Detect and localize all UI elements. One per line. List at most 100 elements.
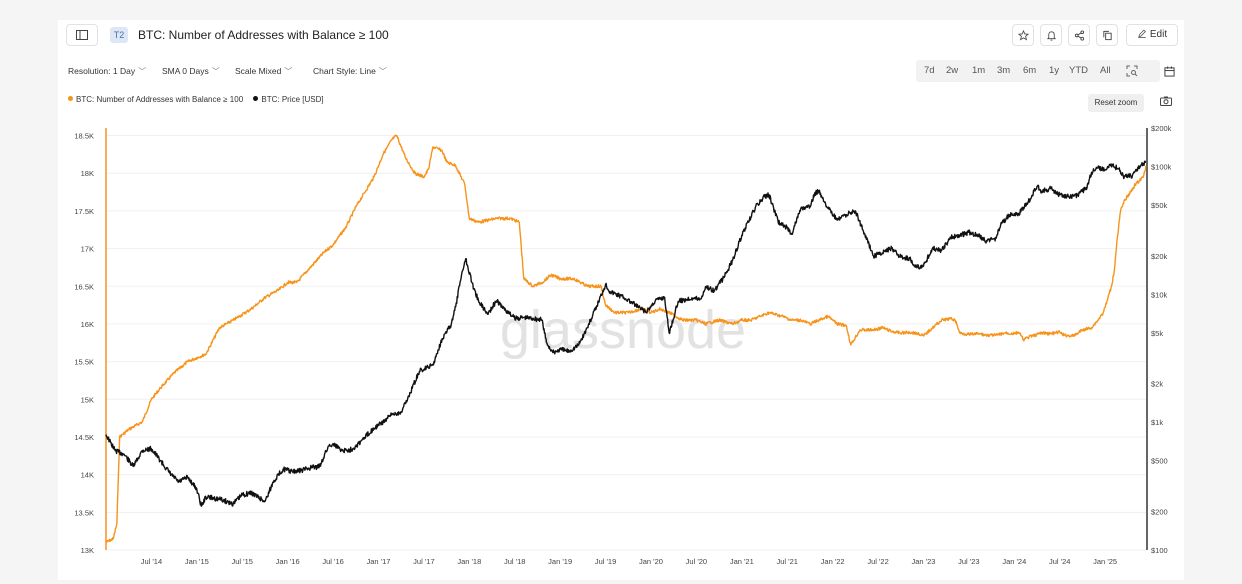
right-tick-label: $100 bbox=[1151, 546, 1168, 555]
range-1m[interactable]: 1m bbox=[972, 65, 986, 76]
time-range-selector: 7d 2w 1m 3m 6m 1y YTD All bbox=[916, 60, 1160, 82]
range-3m[interactable]: 3m bbox=[997, 65, 1011, 76]
share-icon bbox=[1074, 29, 1084, 41]
zoom-select-icon[interactable] bbox=[1126, 65, 1138, 77]
x-tick-label: Jul '16 bbox=[322, 557, 343, 566]
x-axis: Jul '14 Jan '15 Jul '15 Jan '16 Jul '16 Jan '… bbox=[141, 557, 1117, 566]
price-series-line bbox=[105, 160, 1147, 507]
calendar-icon bbox=[1163, 65, 1175, 77]
chart-header: T2 BTC: Number of Addresses with Balance… bbox=[58, 20, 1184, 50]
x-tick-label: Jul '19 bbox=[595, 557, 616, 566]
edit-button[interactable]: Edit bbox=[1126, 24, 1178, 46]
x-tick-label: Jul '22 bbox=[867, 557, 888, 566]
x-tick-label: Jul '17 bbox=[413, 557, 434, 566]
resolution-dropdown[interactable]: Resolution: 1 Day ﹀ bbox=[68, 66, 146, 77]
right-tick-label: $20k bbox=[1151, 252, 1168, 261]
bell-icon bbox=[1046, 30, 1056, 41]
chart-style-label: Chart Style: Line bbox=[313, 66, 376, 76]
left-tick-label: 13K bbox=[81, 546, 94, 555]
copy-icon bbox=[1102, 30, 1112, 40]
x-tick-label: Jan '18 bbox=[457, 557, 481, 566]
calendar-button[interactable] bbox=[1160, 61, 1178, 81]
x-tick-label: Jan '23 bbox=[911, 557, 935, 566]
left-tick-label: 15K bbox=[81, 395, 94, 404]
range-6m[interactable]: 6m bbox=[1023, 65, 1037, 76]
right-tick-label: $1k bbox=[1151, 418, 1163, 427]
x-tick-label: Jan '20 bbox=[639, 557, 663, 566]
x-tick-label: Jan '17 bbox=[367, 557, 391, 566]
line-chart: glassnode 13K 13.5K 14K 14.5K 15K 15.5K 16K 16.… bbox=[74, 124, 1172, 566]
left-tick-label: 18K bbox=[81, 169, 94, 178]
left-axis: 13K 13.5K 14K 14.5K 15K 15.5K 16K 16.5K 17K 17.5K… bbox=[74, 128, 107, 555]
left-tick-label: 15.5K bbox=[74, 358, 94, 367]
left-tick-label: 13.5K bbox=[74, 508, 94, 517]
chart-legend: BTC: Number of Addresses with Balance ≥ … bbox=[68, 95, 324, 104]
x-tick-label: Jul '23 bbox=[958, 557, 979, 566]
chart-card: T2 BTC: Number of Addresses with Balance… bbox=[58, 20, 1184, 580]
x-tick-label: Jan '25 bbox=[1093, 557, 1117, 566]
right-axis: $100 $200 $500 $1k $2k $5k $10k $20k $50k $100k $2… bbox=[1146, 124, 1172, 555]
legend-label: BTC: Price [USD] bbox=[261, 95, 324, 104]
right-tick-label: $50k bbox=[1151, 201, 1168, 210]
range-ytd[interactable]: YTD bbox=[1069, 65, 1088, 76]
left-tick-label: 17K bbox=[81, 245, 94, 254]
right-tick-label: $2k bbox=[1151, 380, 1163, 389]
sma-label: SMA 0 Days bbox=[162, 66, 209, 76]
gridlines bbox=[106, 135, 1146, 551]
alert-button[interactable] bbox=[1040, 24, 1062, 46]
star-icon bbox=[1017, 29, 1029, 40]
chart-style-dropdown[interactable]: Chart Style: Line ﹀ bbox=[313, 66, 387, 77]
right-tick-label: $500 bbox=[1151, 457, 1168, 466]
favorite-button[interactable] bbox=[1012, 24, 1034, 46]
share-button[interactable] bbox=[1068, 24, 1090, 46]
range-7d[interactable]: 7d bbox=[924, 65, 935, 76]
chevron-down-icon: ﹀ bbox=[378, 67, 387, 76]
right-tick-label: $200k bbox=[1151, 124, 1172, 133]
tier-badge: T2 bbox=[110, 27, 128, 43]
x-tick-label: Jul '14 bbox=[141, 557, 162, 566]
pencil-icon bbox=[1138, 29, 1146, 38]
x-tick-label: Jul '21 bbox=[776, 557, 797, 566]
camera-icon[interactable] bbox=[1160, 96, 1172, 106]
left-tick-label: 16K bbox=[81, 320, 94, 329]
left-tick-label: 17.5K bbox=[74, 207, 94, 216]
sma-dropdown[interactable]: SMA 0 Days ﹀ bbox=[162, 66, 220, 77]
edit-label: Edit bbox=[1149, 29, 1168, 40]
range-2w[interactable]: 2w bbox=[946, 65, 959, 76]
panel-toggle-button[interactable] bbox=[66, 24, 98, 46]
legend-swatch bbox=[68, 96, 73, 101]
legend-item-addresses[interactable]: BTC: Number of Addresses with Balance ≥ … bbox=[68, 95, 243, 104]
scale-label: Scale Mixed bbox=[235, 66, 282, 76]
right-tick-label: $200 bbox=[1151, 508, 1168, 517]
x-tick-label: Jan '22 bbox=[821, 557, 845, 566]
range-1y[interactable]: 1y bbox=[1049, 65, 1060, 76]
x-tick-label: Jan '21 bbox=[730, 557, 754, 566]
x-tick-label: Jul '18 bbox=[504, 557, 525, 566]
chart-title: BTC: Number of Addresses with Balance ≥ … bbox=[138, 28, 389, 42]
x-tick-label: Jan '15 bbox=[185, 557, 209, 566]
x-tick-label: Jan '19 bbox=[548, 557, 572, 566]
x-tick-label: Jul '20 bbox=[686, 557, 707, 566]
x-tick-label: Jan '16 bbox=[276, 557, 300, 566]
right-tick-label: $10k bbox=[1151, 290, 1168, 299]
watermark: glassnode bbox=[500, 300, 746, 360]
right-tick-label: $100k bbox=[1151, 162, 1172, 171]
resolution-label: Resolution: 1 Day bbox=[68, 66, 136, 76]
left-tick-label: 18.5K bbox=[74, 132, 94, 141]
x-tick-label: Jul '15 bbox=[232, 557, 253, 566]
chevron-down-icon: ﹀ bbox=[284, 67, 293, 76]
series-group bbox=[105, 134, 1147, 544]
scale-dropdown[interactable]: Scale Mixed ﹀ bbox=[235, 66, 292, 77]
left-tick-label: 16.5K bbox=[74, 282, 94, 291]
copy-button[interactable] bbox=[1096, 24, 1118, 46]
legend-item-price[interactable]: BTC: Price [USD] bbox=[253, 95, 324, 104]
reset-zoom-button[interactable]: Reset zoom bbox=[1088, 94, 1144, 112]
chevron-down-icon: ﹀ bbox=[138, 67, 147, 76]
left-tick-label: 14K bbox=[81, 471, 94, 480]
x-tick-label: Jul '24 bbox=[1049, 557, 1070, 566]
x-tick-label: Jan '24 bbox=[1002, 557, 1026, 566]
legend-label: BTC: Number of Addresses with Balance ≥ … bbox=[76, 95, 244, 104]
range-all[interactable]: All bbox=[1100, 65, 1111, 76]
legend-swatch bbox=[253, 96, 259, 101]
chevron-down-icon: ﹀ bbox=[211, 67, 220, 76]
